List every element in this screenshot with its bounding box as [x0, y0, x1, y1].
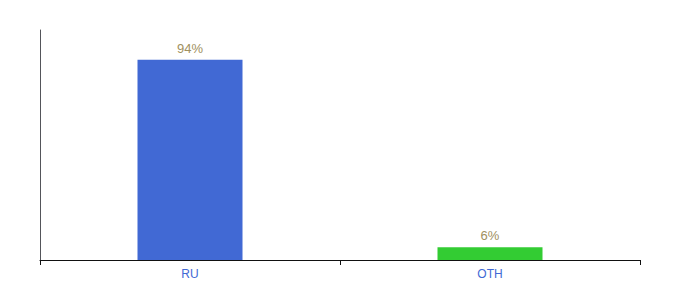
svg-text:6%: 6% [481, 228, 500, 243]
svg-text:RU: RU [181, 267, 198, 281]
svg-text:OTH: OTH [477, 267, 502, 281]
svg-text:94%: 94% [177, 41, 203, 56]
